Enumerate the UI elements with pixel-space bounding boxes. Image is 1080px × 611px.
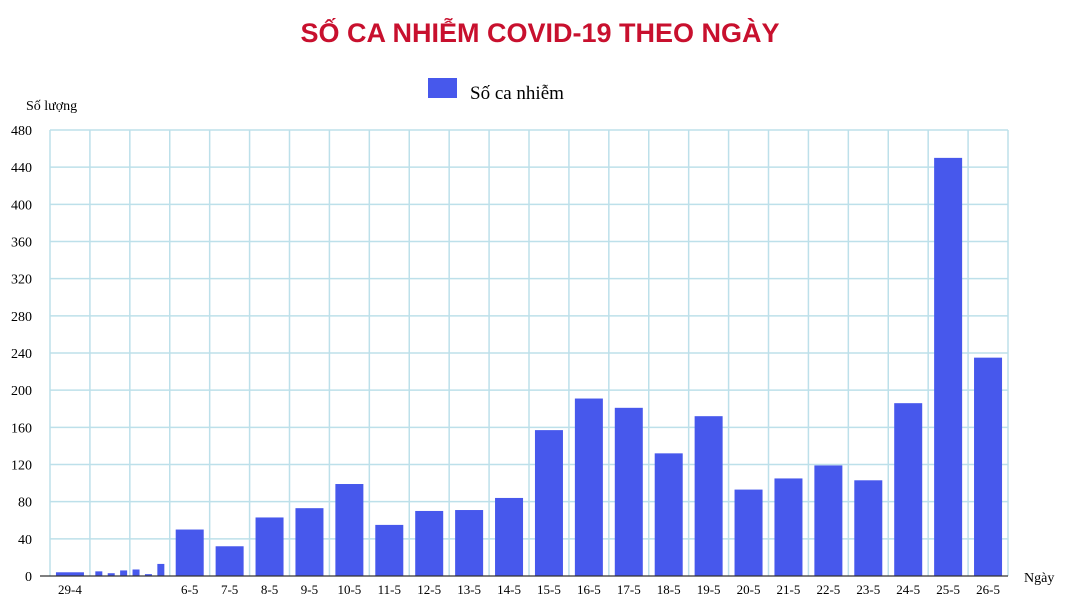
y-tick-label: 320 bbox=[11, 273, 32, 288]
x-tick-label: 11-5 bbox=[378, 582, 401, 597]
legend-swatch bbox=[428, 78, 457, 98]
x-tick-label: 23-5 bbox=[856, 582, 880, 597]
legend-label: Số ca nhiễm bbox=[470, 83, 564, 104]
bar bbox=[375, 524, 404, 576]
bar bbox=[774, 478, 803, 576]
bar bbox=[132, 569, 140, 576]
x-tick-label: 22-5 bbox=[816, 582, 840, 597]
x-tick-label: 26-5 bbox=[976, 582, 1000, 597]
x-tick-label: 20-5 bbox=[737, 582, 761, 597]
x-tick-label: 7-5 bbox=[221, 582, 238, 597]
legend: Số ca nhiễm bbox=[428, 78, 564, 104]
bar bbox=[120, 570, 128, 576]
y-tick-label: 80 bbox=[18, 496, 32, 511]
y-tick-label: 360 bbox=[11, 236, 32, 251]
x-ticks: 29-4 6-5 7-5 8-5 9-5 10-5 11-5 12-5 13-5 14-5 15-5… bbox=[58, 582, 1000, 597]
bar bbox=[694, 416, 723, 576]
y-axis-label: Số lượng bbox=[26, 99, 77, 114]
bar bbox=[614, 407, 643, 576]
x-tick-label: 10-5 bbox=[337, 582, 361, 597]
x-tick-label: 21-5 bbox=[777, 582, 801, 597]
x-tick-label: 15-5 bbox=[537, 582, 561, 597]
bar bbox=[107, 573, 115, 576]
bar bbox=[974, 357, 1003, 576]
x-tick-label: 25-5 bbox=[936, 582, 960, 597]
bar bbox=[894, 403, 923, 576]
grid bbox=[49, 129, 1009, 576]
bar bbox=[734, 489, 763, 576]
bar bbox=[534, 430, 563, 576]
bar bbox=[934, 157, 963, 576]
x-tick-label: 16-5 bbox=[577, 582, 601, 597]
bar bbox=[144, 574, 152, 576]
y-tick-label: 40 bbox=[18, 533, 32, 548]
bar bbox=[654, 453, 683, 576]
bar bbox=[495, 497, 524, 576]
bar bbox=[157, 563, 165, 576]
y-tick-label: 200 bbox=[11, 384, 32, 399]
bar bbox=[574, 398, 603, 576]
bar bbox=[95, 571, 103, 576]
x-tick-label: 19-5 bbox=[697, 582, 721, 597]
bar bbox=[335, 484, 364, 576]
x-tick-label: 13-5 bbox=[457, 582, 481, 597]
x-tick-label: 6-5 bbox=[181, 582, 198, 597]
y-tick-label: 0 bbox=[25, 570, 32, 585]
x-tick-label: 18-5 bbox=[657, 582, 681, 597]
x-tick-label: 29-4 bbox=[58, 582, 82, 597]
x-tick-label: 24-5 bbox=[896, 582, 920, 597]
bar bbox=[215, 546, 244, 576]
bar bbox=[295, 508, 324, 576]
y-ticks: 0 40 80 120 160 200 240 280 320 360 400 440 480 bbox=[11, 124, 32, 585]
bars bbox=[55, 157, 1003, 576]
y-tick-label: 440 bbox=[11, 161, 32, 176]
x-tick-label: 8-5 bbox=[261, 582, 278, 597]
bar bbox=[455, 510, 484, 576]
y-tick-label: 280 bbox=[11, 310, 32, 325]
y-tick-label: 400 bbox=[11, 198, 32, 213]
bar bbox=[55, 572, 84, 576]
bar bbox=[814, 465, 843, 576]
bar bbox=[854, 480, 883, 576]
y-tick-label: 480 bbox=[11, 124, 32, 139]
bar bbox=[175, 529, 204, 576]
y-tick-label: 240 bbox=[11, 347, 32, 362]
bar bbox=[255, 517, 284, 576]
x-tick-label: 14-5 bbox=[497, 582, 521, 597]
x-tick-label: 12-5 bbox=[417, 582, 441, 597]
x-axis-label: Ngày bbox=[1024, 571, 1054, 586]
x-tick-label: 9-5 bbox=[301, 582, 318, 597]
y-tick-label: 120 bbox=[11, 459, 32, 474]
bar bbox=[415, 510, 444, 576]
x-tick-label: 17-5 bbox=[617, 582, 641, 597]
y-tick-label: 160 bbox=[11, 421, 32, 436]
chart-title: SỐ CA NHIỄM COVID-19 THEO NGÀY bbox=[300, 16, 779, 48]
